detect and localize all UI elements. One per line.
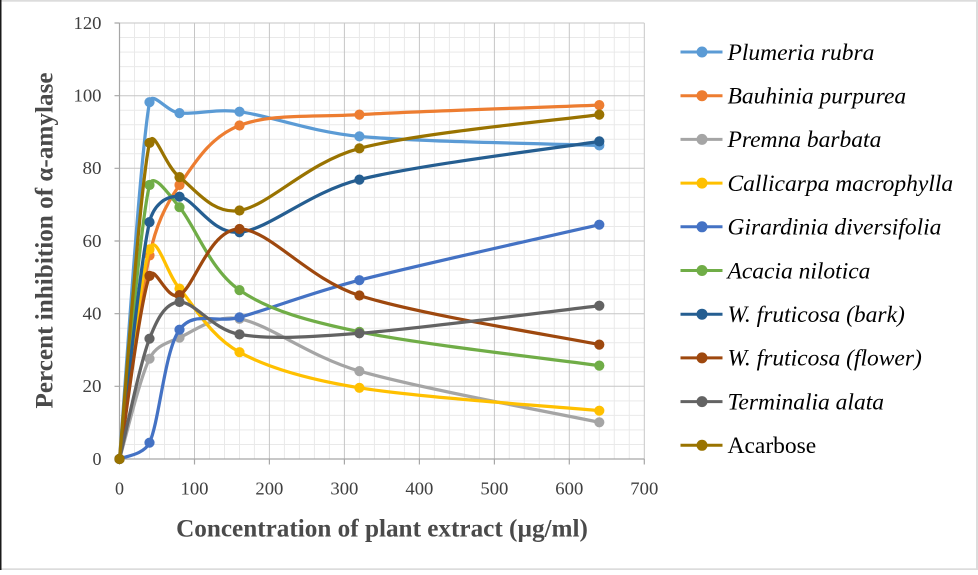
svg-text:Bauhinia purpurea: Bauhinia purpurea [728,84,907,110]
svg-text:400: 400 [405,479,433,499]
svg-text:200: 200 [255,479,283,499]
svg-text:Acarbose: Acarbose [728,433,817,459]
svg-text:0: 0 [93,449,102,469]
svg-text:100: 100 [181,479,209,499]
svg-text:600: 600 [555,479,583,499]
svg-text:500: 500 [480,479,508,499]
svg-text:Premna barbata: Premna barbata [727,127,882,153]
svg-text:0: 0 [115,479,124,499]
svg-text:W. fruticosa (bark): W. fruticosa (bark) [728,302,906,328]
svg-text:20: 20 [83,376,102,396]
svg-text:60: 60 [83,231,102,251]
svg-text:Plumeria rubra: Plumeria rubra [727,40,875,66]
svg-text:Concentration of plant extract: Concentration of plant extract (µg/ml) [176,516,588,543]
svg-text:Terminalia alata: Terminalia alata [728,389,884,415]
svg-text:120: 120 [74,13,102,33]
svg-text:Acacia nilotica: Acacia nilotica [726,258,871,284]
svg-text:40: 40 [83,304,102,324]
svg-text:100: 100 [74,86,102,106]
svg-text:700: 700 [630,479,658,499]
svg-text:Percent inhibition of α-amylas: Percent inhibition of α-amylase [32,72,59,408]
svg-text:Callicarpa macrophylla: Callicarpa macrophylla [728,171,954,197]
svg-text:80: 80 [83,158,102,178]
svg-text:300: 300 [330,479,358,499]
svg-text:Girardinia diversifolia: Girardinia diversifolia [728,215,942,241]
svg-text:W. fruticosa (flower): W. fruticosa (flower) [728,346,922,372]
